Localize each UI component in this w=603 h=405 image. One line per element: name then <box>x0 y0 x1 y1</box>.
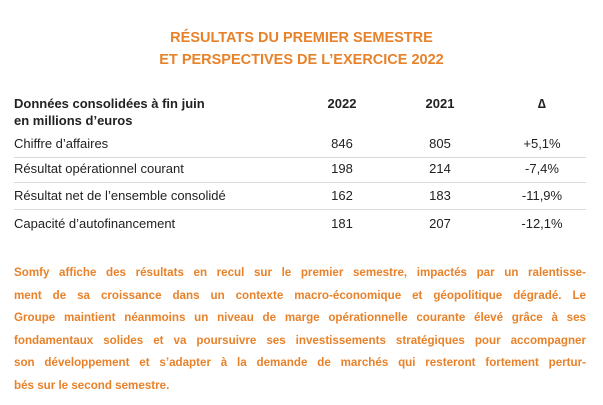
cell-value: -7,4% <box>525 161 559 176</box>
cell-value: 214 <box>429 161 451 176</box>
cell-value: 198 <box>331 161 353 176</box>
row-label: Résultat net de l’ensemble consolidé <box>14 188 226 203</box>
cell-value: 162 <box>331 188 353 203</box>
row-label: Chiffre d’affaires <box>14 136 109 151</box>
cell-value: +5,1% <box>523 136 561 151</box>
column-header: 2022 <box>327 96 357 111</box>
row-divider <box>14 182 586 183</box>
column-header: 2021 <box>425 96 455 111</box>
cell-value: 805 <box>429 136 451 151</box>
table-header-label: Données consolidées à fin juin <box>14 96 205 111</box>
cell-value: -12,1% <box>521 216 563 231</box>
cell-value: 846 <box>331 136 353 151</box>
table-header-label: en millions d’euros <box>14 113 133 128</box>
row-divider <box>14 209 586 210</box>
paragraph-line: son développement et s’adapter à la dema… <box>14 356 586 369</box>
cell-value: 183 <box>429 188 451 203</box>
title-line: ET PERSPECTIVES DE L’EXERCICE 2022 <box>159 52 444 68</box>
row-divider <box>14 157 586 158</box>
title-line: RÉSULTATS DU PREMIER SEMESTRE <box>170 30 433 46</box>
cell-value: 207 <box>429 216 451 231</box>
paragraph-line: ment de sa croissance dans un contexte m… <box>14 288 586 302</box>
row-label: Capacité d’autofinancement <box>14 216 176 231</box>
paragraph-line: bés sur le second semestre. <box>14 378 170 392</box>
row-label: Résultat opérationnel courant <box>14 161 184 176</box>
column-header: ∆ <box>538 96 546 111</box>
paragraph-line: Groupe maintient néanmoins un niveau de … <box>14 311 586 324</box>
cell-value: 181 <box>331 216 353 231</box>
paragraph-line: fondamentaux solides et va poursuivre se… <box>14 333 586 347</box>
paragraph: Somfy affiche des résultats en recul sur… <box>14 262 586 397</box>
paragraph-line: Somfy affiche des résultats en recul sur… <box>14 266 586 279</box>
cell-value: -11,9% <box>521 188 563 203</box>
